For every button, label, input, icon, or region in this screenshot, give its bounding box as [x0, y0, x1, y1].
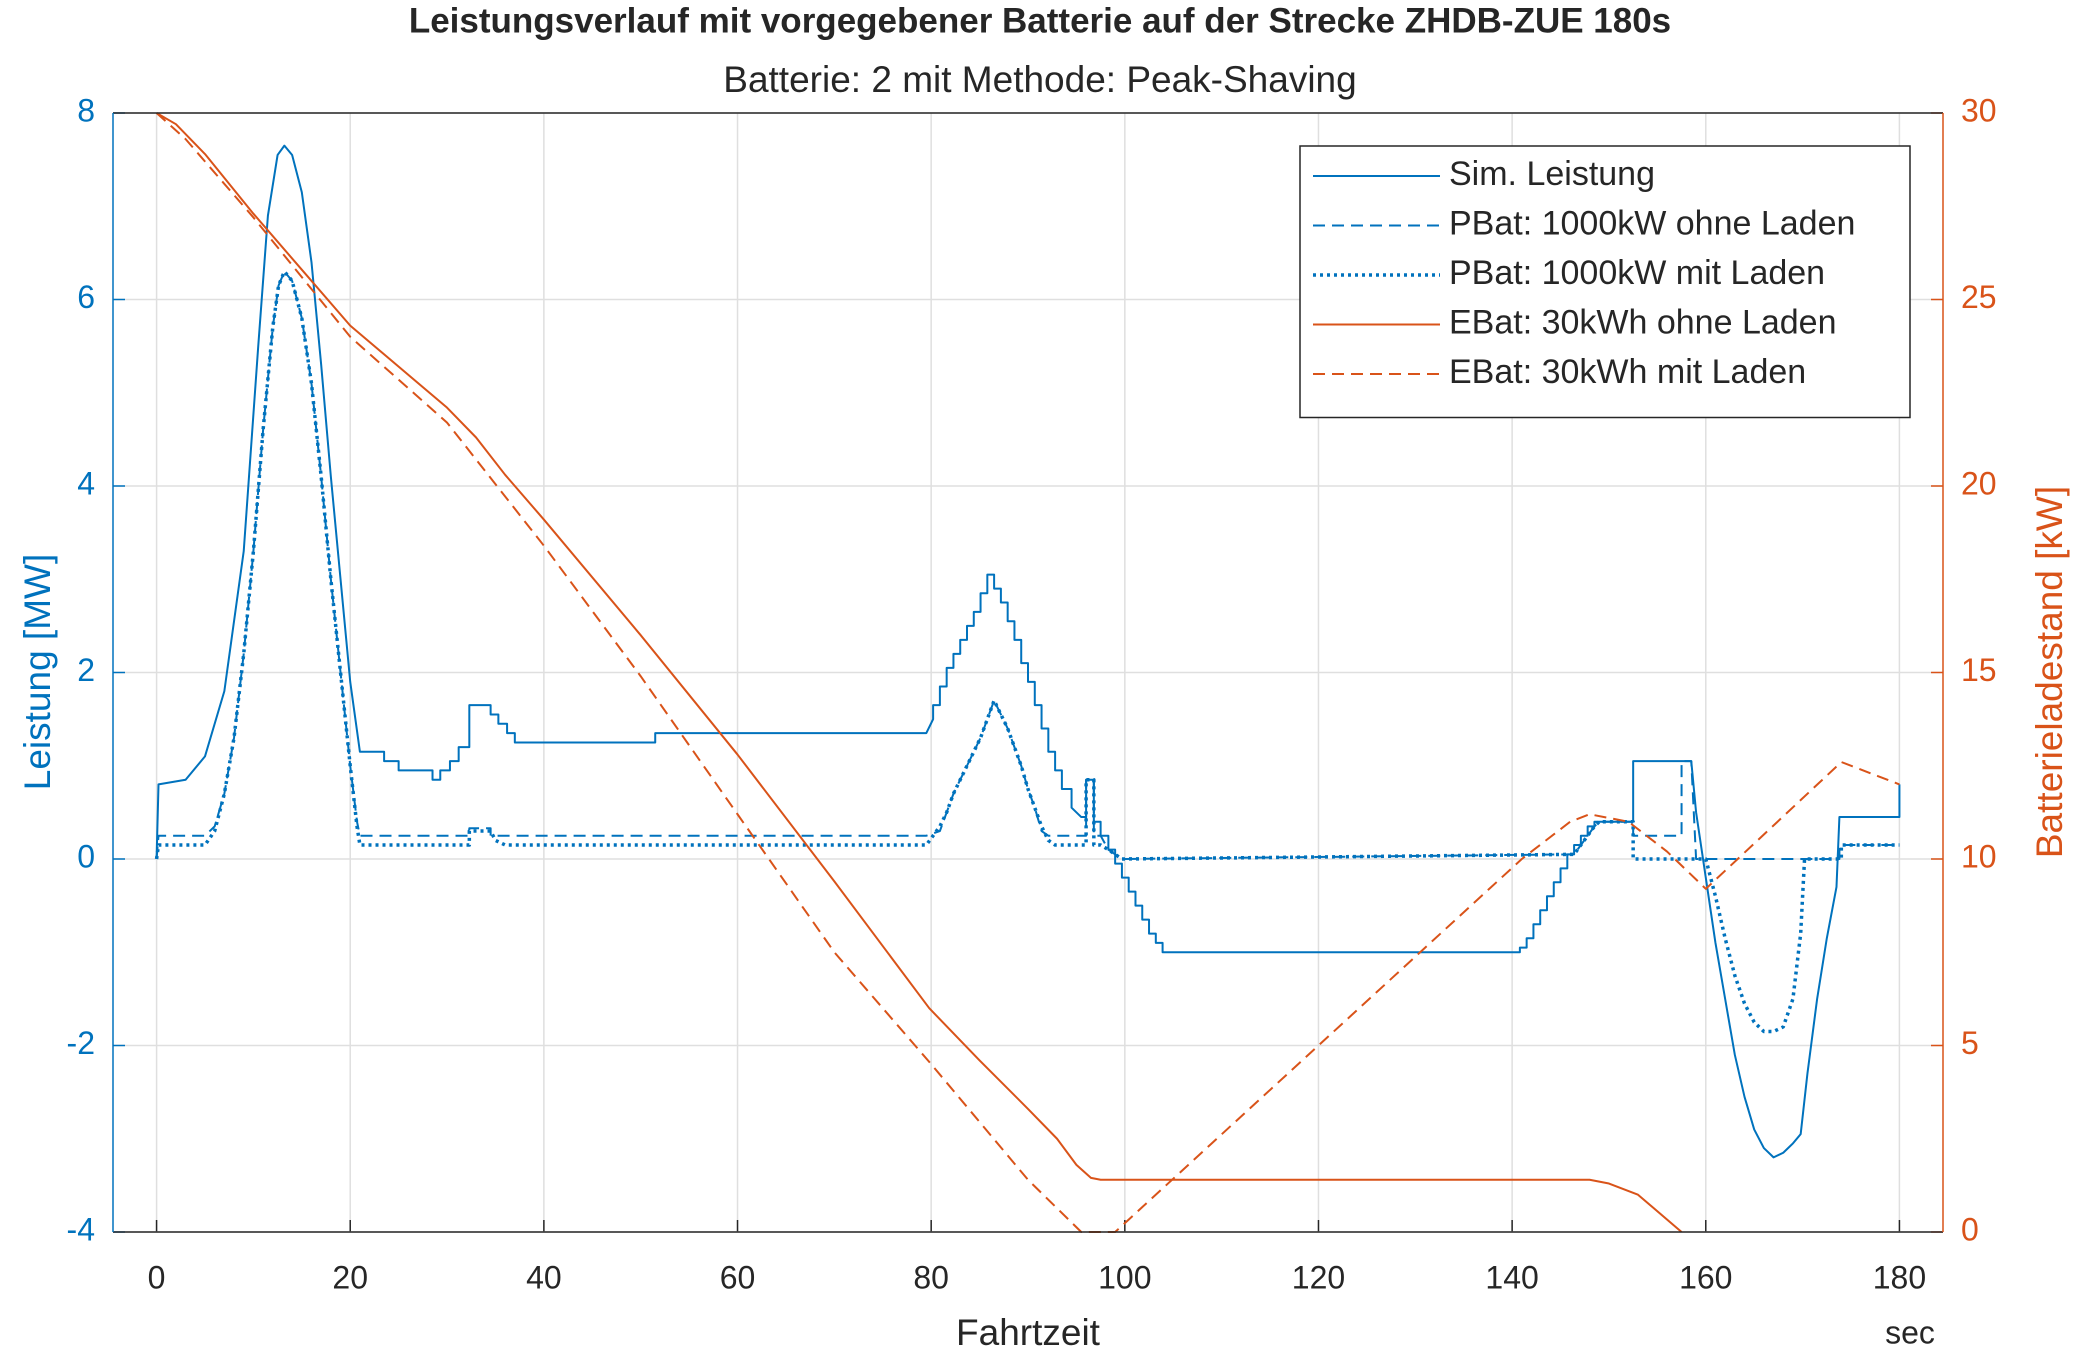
- y2-tick-label: 10: [1961, 838, 1997, 874]
- y2-tick-label: 30: [1961, 92, 1997, 128]
- y-tick-label: -4: [67, 1211, 95, 1247]
- y-tick-label: 6: [77, 279, 95, 315]
- legend-box: [1299, 145, 1911, 419]
- x-tick-label: 180: [1873, 1259, 1926, 1295]
- chart-subtitle: Batterie: 2 mit Methode: Peak-Shaving: [723, 59, 1356, 100]
- y2-tick-label: 0: [1961, 1211, 1979, 1247]
- series-line: [156, 112, 1683, 1233]
- legend-label: PBat: 1000kW mit Laden: [1449, 254, 1825, 292]
- y2-tick-label: 5: [1961, 1025, 1979, 1061]
- series-line: [155, 144, 1901, 1159]
- legend-label: EBat: 30kWh ohne Laden: [1449, 303, 1837, 341]
- y2-axis-label: Batterieladestand [kW]: [2029, 486, 2070, 858]
- y-tick-label: 2: [77, 652, 95, 688]
- series-line: [155, 112, 1900, 1233]
- y2-tick-label: 15: [1961, 652, 1997, 688]
- x-tick-label: 100: [1098, 1259, 1151, 1295]
- x-tick-label: 20: [332, 1259, 368, 1295]
- x-tick-label: 140: [1485, 1259, 1538, 1295]
- x-tick-label: 160: [1679, 1259, 1732, 1295]
- x-axis-label: Fahrtzeit: [956, 1312, 1101, 1353]
- y-tick-label: 0: [77, 838, 95, 874]
- legend-label: EBat: 30kWh mit Laden: [1449, 353, 1806, 391]
- legend: Sim. Leistung PBat: 1000kW ohne Laden PBat…: [1299, 145, 1911, 419]
- series-line: [154, 269, 1900, 1034]
- x-tick-label: 0: [148, 1259, 166, 1295]
- x-tick-label: 60: [720, 1259, 756, 1295]
- x-tick-label: 40: [526, 1259, 562, 1295]
- legend-label: PBat: 1000kW ohne Laden: [1449, 204, 1855, 242]
- chart-title: Leistungsverlauf mit vorgegebener Batter…: [409, 1, 1671, 40]
- legend-label: Sim. Leistung: [1449, 155, 1655, 193]
- x-tick-label: 80: [913, 1259, 949, 1295]
- y-tick-label: 8: [77, 92, 95, 128]
- y2-tick-label: 25: [1961, 279, 1997, 315]
- y-tick-label: 4: [77, 465, 95, 501]
- y-tick-label: -2: [67, 1025, 95, 1061]
- x-tick-label: 120: [1292, 1259, 1345, 1295]
- y2-tick-label: 20: [1961, 465, 1997, 501]
- x-axis-unit: sec: [1885, 1314, 1935, 1350]
- y-axis-label: Leistung [MW]: [17, 554, 58, 790]
